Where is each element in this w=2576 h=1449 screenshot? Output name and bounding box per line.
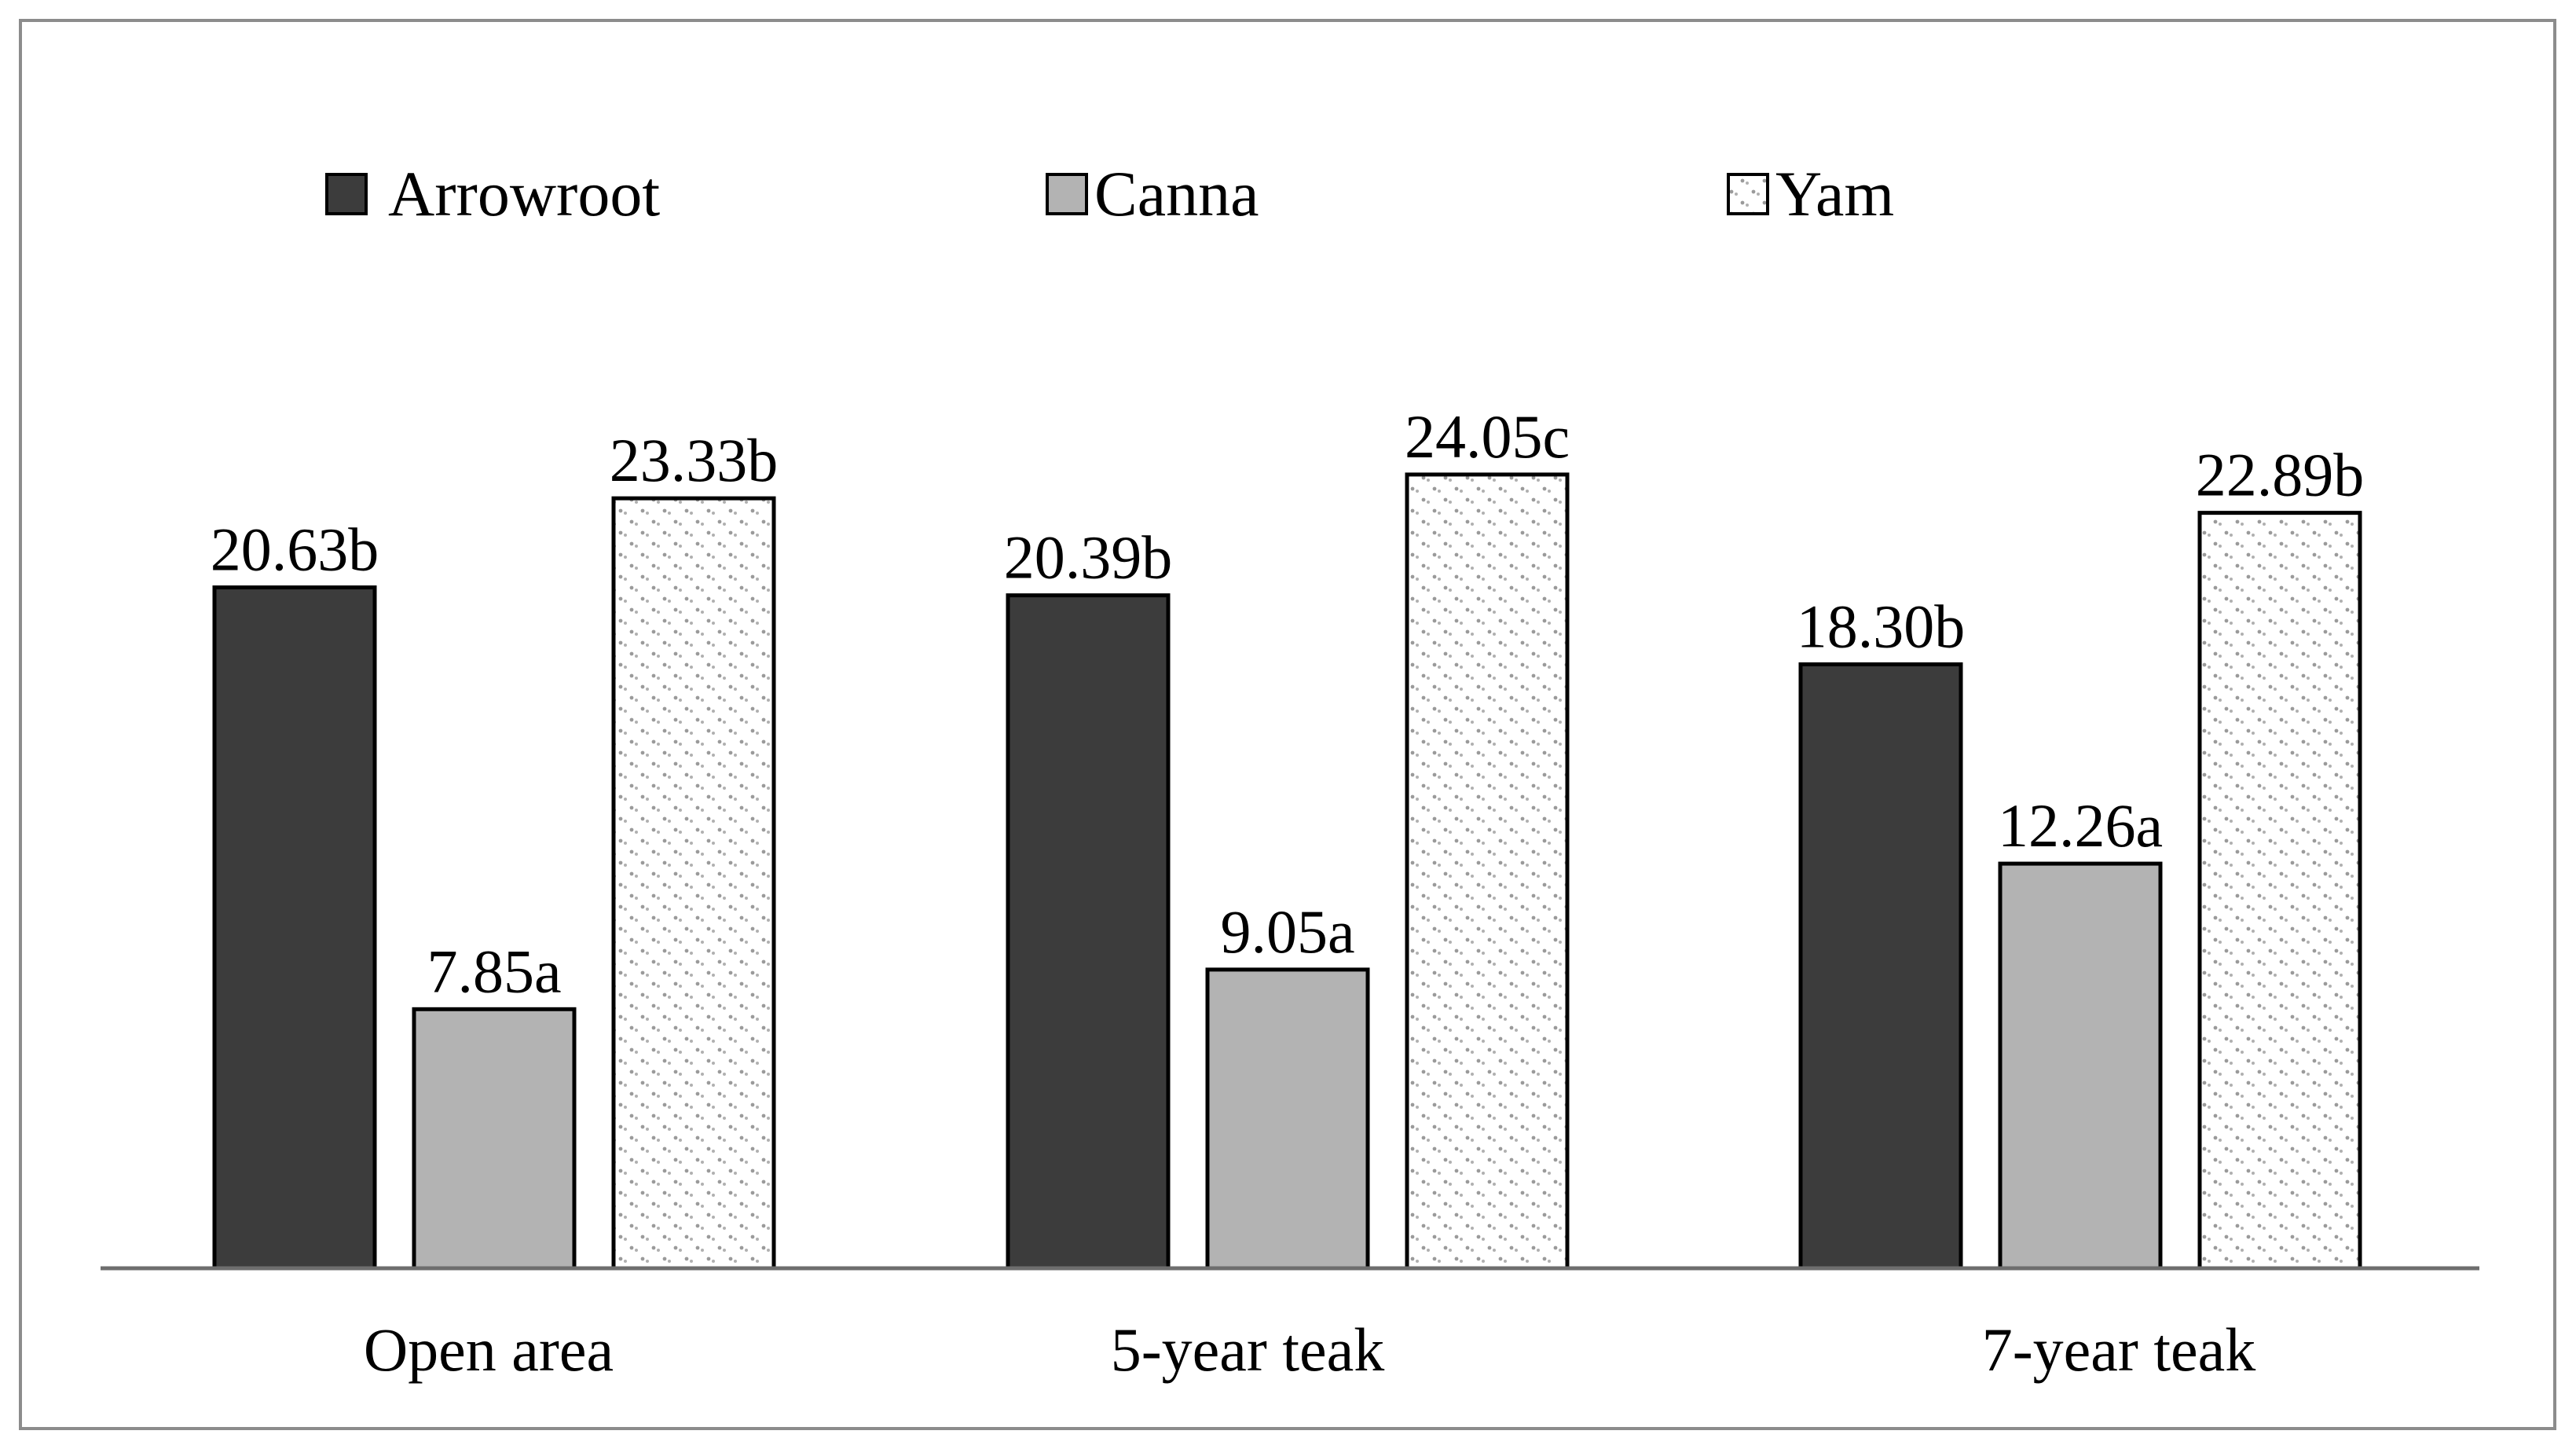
data-label-yam-5-year-teak: 24.05c (1405, 402, 1570, 471)
data-label-arrowroot-7-year-teak: 18.30b (1797, 592, 1966, 660)
data-label-canna-5-year-teak: 9.05a (1220, 897, 1354, 966)
data-label-arrowroot-5-year-teak: 20.39b (1004, 523, 1173, 592)
bar-labels-group: 20.63b 7.85a 23.33b 20.39b 9.05a 24.05c 18.30b… (211, 402, 2365, 1005)
bar-canna-open-area (412, 1007, 577, 1271)
bar-yam-7-year-teak (2197, 511, 2362, 1271)
x-tick-label-open-area: Open area (364, 1315, 614, 1384)
data-label-arrowroot-open-area: 20.63b (211, 515, 379, 584)
legend-item-canna: Canna (1046, 158, 1259, 229)
legend-swatch-arrowroot (325, 173, 368, 215)
bars-group (212, 472, 2362, 1271)
data-label-canna-7-year-teak: 12.26a (1998, 791, 2163, 860)
data-label-canna-open-area: 7.85a (427, 937, 561, 1005)
legend-label-canna: Canna (1094, 158, 1259, 229)
legend: Arrowroot Canna Yam (325, 158, 1894, 229)
bar-canna-5-year-teak (1205, 967, 1370, 1271)
bar-arrowroot-7-year-teak (1798, 662, 1963, 1271)
x-tick-label-5-year-teak: 5-year teak (1111, 1315, 1385, 1384)
bar-yam-5-year-teak (1405, 472, 1570, 1271)
bar-canna-7-year-teak (1998, 861, 2163, 1271)
x-tick-label-7-year-teak: 7-year teak (1982, 1315, 2256, 1384)
bar-arrowroot-5-year-teak (1006, 593, 1171, 1271)
legend-item-arrowroot: Arrowroot (325, 158, 660, 229)
data-label-yam-open-area: 23.33b (610, 426, 779, 494)
bar-yam-open-area (611, 496, 776, 1271)
x-tick-labels: Open area 5-year teak 7-year teak (364, 1315, 2255, 1384)
data-label-yam-7-year-teak: 22.89b (2196, 441, 2365, 509)
legend-label-yam: Yam (1775, 158, 1894, 229)
bar-arrowroot-open-area (212, 585, 377, 1271)
legend-label-arrowroot: Arrowroot (388, 158, 660, 229)
legend-swatch-canna (1046, 173, 1088, 215)
legend-swatch-yam (1727, 173, 1769, 215)
legend-item-yam: Yam (1727, 158, 1894, 229)
